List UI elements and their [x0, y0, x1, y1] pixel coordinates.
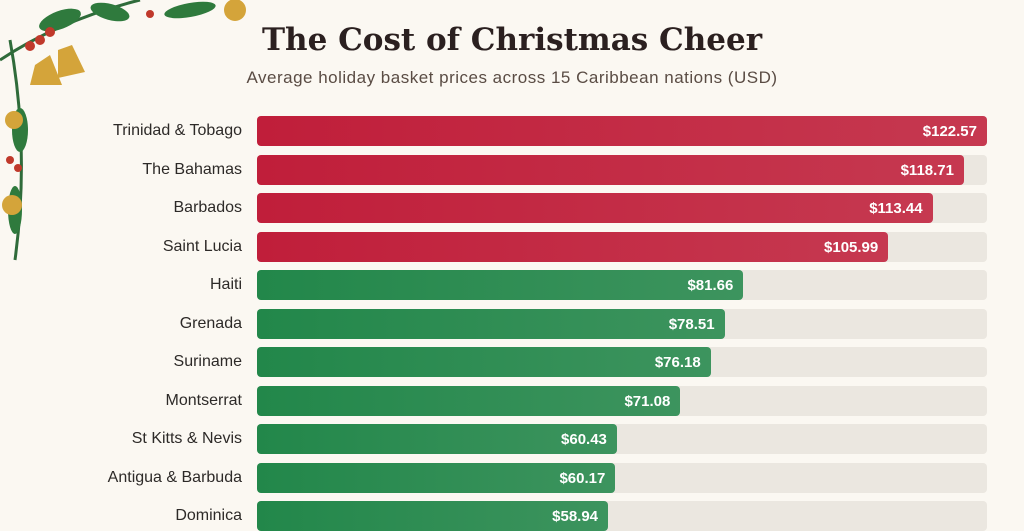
category-label: Suriname: [173, 353, 242, 370]
bar: $122.57: [257, 116, 987, 146]
value-label: $71.08: [624, 392, 671, 410]
bar: $71.08: [257, 385, 681, 416]
bar-row: Haiti $81.66: [0, 270, 1024, 300]
bar: $105.99: [257, 231, 889, 262]
category-label: Montserrat: [165, 391, 242, 409]
value-label: $113.44: [869, 200, 923, 217]
bar: $118.71: [257, 154, 964, 185]
bar-row: Montserrat $71.08: [0, 385, 1024, 416]
bar-row: The Bahamas $118.71: [0, 154, 1024, 185]
bar-row: Trinidad & Tobago $122.57: [0, 116, 1024, 146]
category-label: Haiti: [209, 276, 242, 293]
bar-row: Grenada $78.51: [0, 308, 1024, 339]
value-label: $118.71: [900, 161, 954, 179]
category-label: Dominica: [175, 507, 242, 524]
bar: $60.43: [257, 424, 617, 454]
holly-garland-decoration: [0, 0, 246, 261]
bar: $76.18: [257, 347, 711, 377]
bar-row: St Kitts & Nevis $60.43: [0, 424, 1024, 454]
value-label: $76.18: [654, 354, 701, 371]
bar: $60.17: [257, 462, 616, 493]
bar: $113.44: [257, 193, 933, 223]
category-label: Barbados: [173, 199, 243, 216]
category-label: The Bahamas: [142, 160, 242, 178]
category-label: Saint Lucia: [162, 237, 242, 255]
category-label: St Kitts & Nevis: [131, 430, 242, 447]
value-label: $60.43: [561, 431, 607, 448]
bar: $58.94: [257, 501, 609, 531]
chart-subtitle: Average holiday basket prices across 15 …: [246, 68, 778, 87]
category-label: Trinidad & Tobago: [113, 122, 242, 139]
bar-row: Antigua & Barbuda $60.17: [0, 462, 1024, 493]
value-label: $122.57: [922, 123, 977, 140]
value-label: $105.99: [824, 238, 879, 256]
value-label: $78.51: [668, 315, 715, 333]
bar: $81.66: [257, 270, 744, 300]
chart-title: The Cost of Christmas Cheer: [261, 22, 763, 58]
category-label: Antigua & Barbuda: [107, 468, 242, 486]
value-label: $60.17: [559, 469, 606, 487]
value-label: $81.66: [687, 277, 734, 294]
category-label: Grenada: [179, 314, 242, 332]
bar-row: Suriname $76.18: [0, 347, 1024, 377]
bar-row: Dominica $58.94: [0, 501, 1024, 531]
value-label: $58.94: [552, 508, 599, 525]
bar-row: Barbados $113.44: [0, 193, 1024, 223]
bar-row: Saint Lucia $105.99: [0, 231, 1024, 262]
bar: $78.51: [257, 308, 725, 339]
